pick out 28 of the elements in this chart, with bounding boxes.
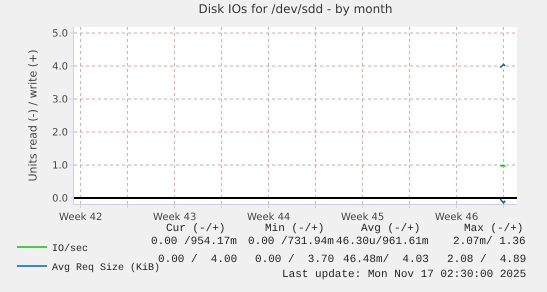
x-tick-label: Week 42 bbox=[59, 212, 102, 223]
x-tick-label: Week 45 bbox=[340, 212, 384, 223]
y-tick-label: 0.0 bbox=[52, 194, 68, 205]
text: 0.00 /731.94m bbox=[248, 236, 334, 248]
chart-title: Disk IOs for /dev/sdd - by month bbox=[198, 2, 393, 16]
text: Avg (-/+) bbox=[361, 223, 420, 235]
text: 0.00 / 3.70 bbox=[255, 254, 334, 266]
text: 46.48m/ 4.03 bbox=[343, 254, 429, 266]
y-tick-label: 2.0 bbox=[52, 128, 68, 139]
text: 2.07m/ 1.36 bbox=[453, 236, 526, 248]
text: 46.30u/961.61m bbox=[336, 236, 429, 248]
text: 0.00 / 4.00 bbox=[158, 254, 238, 266]
text: 0.00 /954.17m bbox=[151, 236, 238, 248]
text: Max (-/+) bbox=[464, 223, 524, 235]
y-tick-label: 5.0 bbox=[52, 28, 68, 40]
x-tick-label: Week 43 bbox=[153, 212, 196, 223]
text: 2.08 / 4.89 bbox=[447, 254, 526, 266]
legend-label: Avg Req Size (KiB) bbox=[52, 262, 160, 274]
y-tick-label: 3.0 bbox=[52, 94, 68, 106]
x-tick-label: Week 44 bbox=[246, 212, 290, 223]
y-axis-title: Units read (-) / write (+) bbox=[26, 49, 40, 182]
text: Min (-/+) bbox=[265, 223, 324, 235]
y-tick-label: 1.0 bbox=[52, 160, 68, 172]
text: Last update: Mon Nov 17 02:30:00 2025 bbox=[282, 269, 526, 281]
y-tick-label: 4.0 bbox=[52, 61, 68, 72]
x-tick-label: Week 46 bbox=[434, 212, 478, 223]
text: Cur (-/+) bbox=[166, 223, 226, 235]
legend-label: IO/sec bbox=[52, 242, 88, 255]
